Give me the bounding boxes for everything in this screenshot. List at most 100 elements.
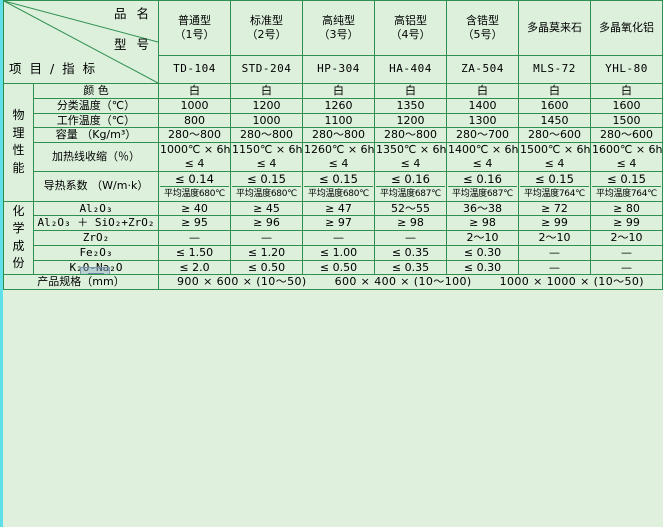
cell-value-line1: 1350℃ × 6h — [376, 143, 447, 156]
cell-value: ≤ 0.50 — [230, 259, 303, 276]
cell-value: — — [230, 230, 303, 246]
row-label: 容量 （Kg/m³） — [33, 127, 159, 143]
row-label: 加热线收缩（％） — [33, 142, 159, 172]
cell-value: ≥ 40 — [158, 200, 231, 217]
table-row: 工作温度（℃） 800 1000 1100 1200 1300 1450 1500 — [4, 112, 663, 129]
cell-value: ≤ 0.35 — [374, 244, 447, 261]
cell-value: ≤ 0.15 平均温度680℃ — [230, 170, 303, 202]
column-name-line2: （3号） — [318, 27, 359, 41]
table-row: 化学成份 Al₂O₃ ≥ 40 ≥ 45 ≥ 47 52～55 36～38 ≥ 72 ≥ 80 — [3, 200, 663, 276]
cell-value: 1600℃ × 6h ≤ 4 — [590, 142, 663, 172]
cell-value: — — [518, 244, 591, 261]
column-header-model-1: STD-204 — [230, 54, 303, 85]
row-label: 颜 色 — [33, 83, 159, 99]
cell-value-top: ≤ 0.15 — [232, 172, 301, 187]
cell-value: — — [590, 259, 663, 276]
row-label: ZrO₂ — [33, 230, 159, 246]
cell-value: ≤ 1.50 — [158, 244, 231, 261]
column-header-name-6: 多晶氧化铝 — [590, 0, 663, 56]
cell-value: 1350 — [374, 97, 447, 114]
row-label: Al₂O₃ ＋ SiO₂+ZrO₂ — [33, 215, 159, 231]
cell-value: 白 — [446, 83, 519, 99]
cell-value: 白 — [518, 83, 591, 99]
cell-value-top: ≤ 0.15 — [520, 172, 589, 187]
cell-value-top: ≤ 0.15 — [592, 172, 661, 187]
cell-value-bottom: 平均温度687℃ — [452, 188, 513, 199]
cell-value: — — [590, 244, 663, 261]
cell-value: — — [158, 230, 231, 246]
cell-value: — — [518, 259, 591, 276]
cell-value-top: ≤ 0.16 — [376, 172, 445, 187]
table-row: Al₂O₃ ＋ SiO₂+ZrO₂ ≥ 95 ≥ 96 ≥ 97 ≥ 98 ≥ 98 ≥ 9… — [4, 215, 663, 231]
cell-value: ≥ 95 — [158, 215, 231, 231]
row-label: 分类温度（℃） — [33, 97, 159, 114]
category-char: 物 — [12, 108, 25, 123]
cell-value-line1: 1260℃ × 6h — [304, 143, 375, 156]
cell-value: 2～10 — [518, 230, 591, 246]
cell-value: 36～38 — [446, 200, 519, 217]
cell-value: 280～700 — [446, 127, 519, 143]
cell-value-bottom: 平均温度764℃ — [524, 188, 585, 199]
column-header-name-1: 标准型 （2号） — [230, 0, 303, 56]
cell-value: ≤ 0.30 — [446, 259, 519, 276]
cell-value: 1200 — [374, 112, 447, 129]
column-header-model-6: YHL-80 — [590, 54, 663, 85]
cell-value: 1000 — [230, 112, 303, 129]
category-char: 理 — [12, 125, 25, 140]
column-header-name-3: 高铝型 （4号） — [374, 0, 447, 56]
category-char: 能 — [12, 160, 25, 175]
table-row: 物理性能颜 色白白白白白白白 — [3, 83, 663, 202]
corner-label-model: 型 号 — [114, 37, 152, 52]
cell-value: 1200 — [230, 97, 303, 114]
footer-label: 产品规格（mm） — [3, 274, 159, 290]
row-label: 导热系数 （W/m·k） — [33, 170, 159, 202]
corner-header-cell: 品 名型 号项 目 / 指 标 — [3, 0, 159, 84]
cell-value: 2～10 — [446, 230, 519, 246]
cell-value: — — [374, 230, 447, 246]
cell-value-top: ≤ 0.15 — [304, 172, 373, 187]
cell-value: 白 — [158, 83, 231, 99]
table-row: ZrO₂ — — — —2～10 2～10 2～10 — [4, 230, 663, 246]
cell-value: ≤ 0.15 平均温度680℃ — [302, 170, 375, 202]
cell-value: ≥ 72 — [518, 200, 591, 217]
cell-value: ≥ 45 — [230, 200, 303, 217]
cell-value-line2: ≤ 4 — [328, 156, 349, 170]
cell-value-bottom: 平均温度687℃ — [380, 188, 441, 199]
cell-value: 1400℃ × 6h ≤ 4 — [446, 142, 519, 172]
column-header-model-4: ZA-504 — [446, 54, 519, 85]
table-row: 导热系数 （W/m·k） ≤ 0.14 平均温度680℃ ≤ 0.15 平均温度680℃… — [4, 170, 663, 202]
cell-value-line1: 1600℃ × 6h — [592, 143, 663, 156]
cell-value: 280～800 — [374, 127, 447, 143]
cell-value: ≤ 0.16 平均温度687℃ — [374, 170, 447, 202]
cell-value: 1100 — [302, 112, 375, 129]
column-name-line1: 普通型 — [178, 14, 211, 28]
cell-value: 1600 — [590, 97, 663, 114]
cell-value: 白 — [374, 83, 447, 99]
specification-table: 品 名型 号项 目 / 指 标普通型 （1号） 标准型 （2号） 高纯型 （3号） 高铝型（… — [3, 0, 663, 290]
cell-value-top: ≤ 0.14 — [160, 172, 229, 187]
column-header-name-5: 多晶莫来石 — [518, 0, 591, 56]
cell-value: 800 — [158, 112, 231, 129]
column-header-model-2: HP-304 — [302, 54, 375, 85]
cell-value: 白 — [230, 83, 303, 99]
column-name-line1: 高纯型 — [322, 14, 355, 28]
cell-value: ≤ 1.00 — [302, 244, 375, 261]
cell-value-line2: ≤ 4 — [616, 156, 637, 170]
cell-value: ≤ 2.0 — [158, 259, 231, 276]
cell-value: 280～600 — [590, 127, 663, 143]
category-char: 学 — [12, 221, 25, 236]
footer-values: 900 × 600 × (10～50) 600 × 400 × (10～100) 1… — [158, 274, 663, 290]
table-row: K₂O-Na₂O ≤ 2.0 ≤ 0.50 ≤ 0.50 ≤ 0.35 ≤ 0.30— — — [4, 259, 663, 276]
column-header-name-0: 普通型 （1号） — [158, 0, 231, 56]
header-row-model: TD-104 STD-204 HP-304 HA-404 ZA-504 MLS-72 YHL… — [4, 54, 663, 85]
cell-value: 1400 — [446, 97, 519, 114]
category-char: 成 — [12, 238, 25, 253]
cell-value: ≤ 0.30 — [446, 244, 519, 261]
column-name-line2: （2号） — [246, 27, 287, 41]
cell-value-bottom: 平均温度764℃ — [596, 188, 657, 199]
cell-value: — — [302, 230, 375, 246]
section-category-1: 化学成份 — [3, 200, 34, 276]
cell-value: 280～800 — [230, 127, 303, 143]
cell-value-line1: 1400℃ × 6h — [448, 143, 519, 156]
